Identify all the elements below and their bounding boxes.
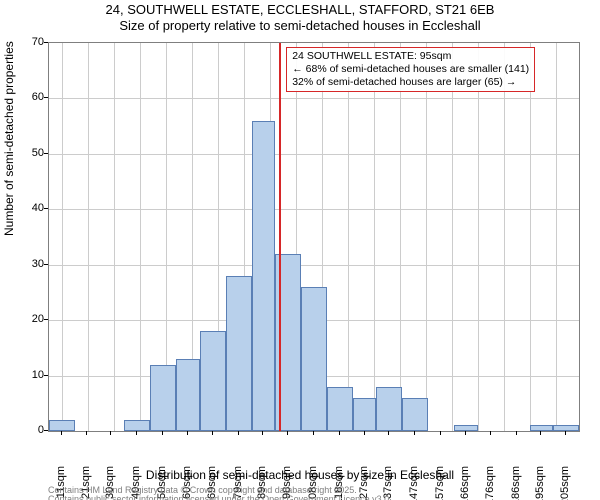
y-tick-mark bbox=[44, 208, 48, 209]
x-tick-mark bbox=[440, 431, 441, 435]
histogram-bar bbox=[376, 387, 402, 431]
x-tick-mark bbox=[262, 431, 263, 435]
grid-line-v bbox=[140, 43, 141, 431]
y-tick-mark bbox=[44, 153, 48, 154]
x-tick-mark bbox=[490, 431, 491, 435]
x-tick-mark bbox=[61, 431, 62, 435]
y-tick-mark bbox=[44, 42, 48, 43]
y-tick-mark bbox=[44, 264, 48, 265]
grid-line-v bbox=[62, 43, 63, 431]
x-tick-mark bbox=[313, 431, 314, 435]
grid-line-v bbox=[452, 43, 453, 431]
x-tick-mark bbox=[339, 431, 340, 435]
grid-line-h bbox=[49, 154, 579, 155]
x-tick-mark bbox=[565, 431, 566, 435]
chart-title: 24, SOUTHWELL ESTATE, ECCLESHALL, STAFFO… bbox=[0, 2, 600, 33]
histogram-bar bbox=[124, 420, 150, 431]
x-tick-mark bbox=[86, 431, 87, 435]
annotation-line2: ← 68% of semi-detached houses are smalle… bbox=[292, 63, 529, 76]
histogram-bar bbox=[553, 425, 579, 431]
y-tick-label: 20 bbox=[14, 313, 44, 325]
y-tick-mark bbox=[44, 97, 48, 98]
footer-credit: Contains HM Land Registry data © Crown c… bbox=[48, 486, 392, 500]
histogram-bar bbox=[226, 276, 252, 431]
histogram-bar bbox=[252, 121, 275, 431]
histogram-bar bbox=[402, 398, 428, 431]
grid-line-v bbox=[530, 43, 531, 431]
x-tick-mark bbox=[110, 431, 111, 435]
annotation-line1: 24 SOUTHWELL ESTATE: 95sqm bbox=[292, 50, 529, 63]
chart-root: 24, SOUTHWELL ESTATE, ECCLESHALL, STAFFO… bbox=[0, 0, 600, 500]
x-tick-mark bbox=[136, 431, 137, 435]
x-tick-mark bbox=[540, 431, 541, 435]
x-tick-mark bbox=[364, 431, 365, 435]
histogram-bar bbox=[49, 420, 75, 431]
histogram-bar bbox=[327, 387, 353, 431]
y-tick-mark bbox=[44, 430, 48, 431]
x-axis-label: Distribution of semi-detached houses by … bbox=[0, 468, 600, 482]
grid-line-h bbox=[49, 265, 579, 266]
x-tick-mark bbox=[238, 431, 239, 435]
title-line2: Size of property relative to semi-detach… bbox=[0, 18, 600, 34]
y-tick-label: 70 bbox=[14, 36, 44, 48]
marker-line bbox=[279, 43, 281, 431]
grid-line-v bbox=[88, 43, 89, 431]
histogram-bar bbox=[176, 359, 199, 431]
histogram-bar bbox=[353, 398, 376, 431]
histogram-bar bbox=[301, 287, 327, 431]
x-tick-mark bbox=[162, 431, 163, 435]
y-tick-label: 30 bbox=[14, 258, 44, 270]
y-tick-label: 0 bbox=[14, 424, 44, 436]
grid-line-v bbox=[348, 43, 349, 431]
title-line1: 24, SOUTHWELL ESTATE, ECCLESHALL, STAFFO… bbox=[0, 2, 600, 18]
grid-line-v bbox=[504, 43, 505, 431]
y-tick-label: 60 bbox=[14, 91, 44, 103]
histogram-bar bbox=[150, 365, 176, 432]
grid-line-v bbox=[556, 43, 557, 431]
x-tick-mark bbox=[287, 431, 288, 435]
y-tick-label: 40 bbox=[14, 202, 44, 214]
x-tick-mark bbox=[414, 431, 415, 435]
annotation-line3: 32% of semi-detached houses are larger (… bbox=[292, 76, 529, 89]
grid-line-v bbox=[374, 43, 375, 431]
grid-line-v bbox=[400, 43, 401, 431]
grid-line-h bbox=[49, 209, 579, 210]
y-tick-label: 50 bbox=[14, 147, 44, 159]
grid-line-v bbox=[478, 43, 479, 431]
x-tick-mark bbox=[388, 431, 389, 435]
grid-line-h bbox=[49, 98, 579, 99]
y-tick-mark bbox=[44, 319, 48, 320]
grid-line-v bbox=[114, 43, 115, 431]
x-tick-mark bbox=[212, 431, 213, 435]
histogram-bar bbox=[200, 331, 226, 431]
x-tick-mark bbox=[465, 431, 466, 435]
y-tick-label: 10 bbox=[14, 369, 44, 381]
y-tick-mark bbox=[44, 375, 48, 376]
plot-area: 24 SOUTHWELL ESTATE: 95sqm← 68% of semi-… bbox=[48, 42, 580, 432]
footer-line2: Contains public sector information licen… bbox=[48, 495, 392, 500]
annotation-box: 24 SOUTHWELL ESTATE: 95sqm← 68% of semi-… bbox=[286, 47, 535, 92]
x-tick-mark bbox=[516, 431, 517, 435]
grid-line-v bbox=[426, 43, 427, 431]
x-tick-mark bbox=[187, 431, 188, 435]
